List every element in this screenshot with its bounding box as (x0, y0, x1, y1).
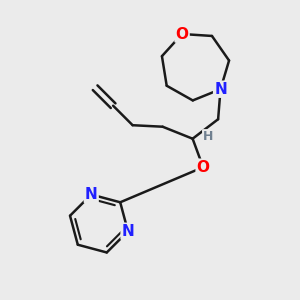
Text: N: N (214, 82, 227, 97)
Text: N: N (85, 187, 98, 202)
Text: O: O (176, 26, 189, 41)
Text: O: O (196, 160, 210, 175)
Text: H: H (203, 130, 213, 143)
Text: N: N (122, 224, 134, 239)
